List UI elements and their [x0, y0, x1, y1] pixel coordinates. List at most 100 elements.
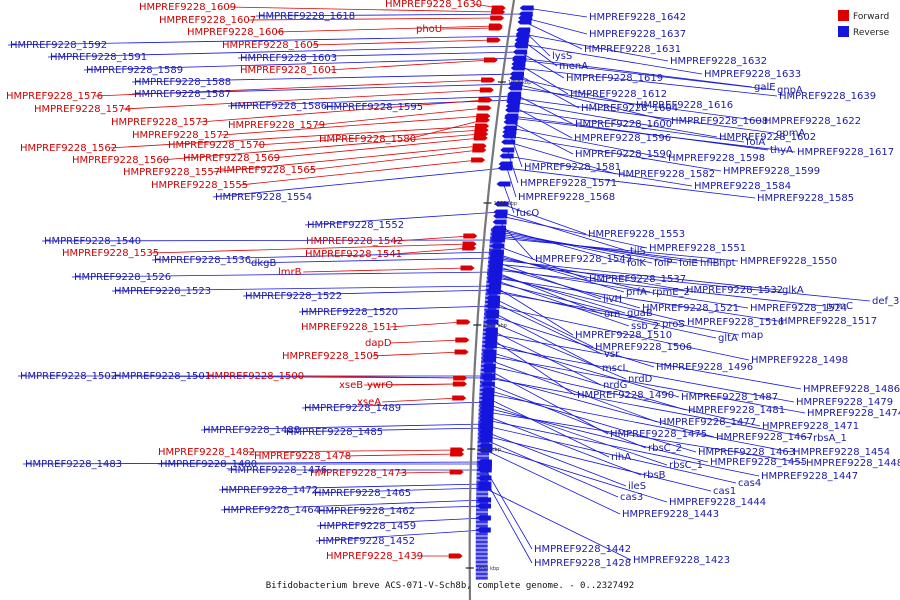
reverse-gene-arrow[interactable] — [505, 107, 520, 113]
gene-label[interactable]: folP — [654, 258, 672, 269]
gene-label[interactable]: HMPREF9228_1540 — [44, 236, 141, 247]
gene-label[interactable]: HMPREF9228_1501 — [114, 371, 211, 382]
gene-label[interactable]: HMPREF9228_1482 — [158, 447, 255, 458]
gene-label[interactable]: HMPREF9228_1496 — [656, 362, 753, 373]
gene-label[interactable]: HMPREF9228_1616 — [636, 100, 733, 111]
gene-label[interactable]: ywrO — [367, 380, 393, 391]
gene-label[interactable]: HMPREF9228_1498 — [751, 355, 848, 366]
gene-label[interactable]: HMPREF9228_1522 — [245, 291, 342, 302]
gene-label[interactable]: proS — [662, 319, 685, 330]
reverse-gene-arrow[interactable] — [515, 31, 530, 37]
gene-label[interactable]: HMPREF9228_1572 — [132, 130, 229, 141]
gene-label[interactable]: gnpA — [777, 85, 803, 96]
gene-label[interactable]: HMPREF9228_1516 — [687, 317, 784, 328]
gene-label[interactable]: def_3 — [872, 296, 899, 307]
gene-label[interactable]: HMPREF9228_1448 — [806, 458, 900, 469]
gene-label[interactable]: HMPREF9228_1581 — [524, 162, 621, 173]
gene-label[interactable]: HMPREF9228_1479 — [796, 397, 893, 408]
gene-label[interactable]: HMPREF9228_1476 — [230, 465, 327, 476]
reverse-gene-arrow[interactable] — [518, 15, 533, 21]
reverse-gene-arrow[interactable] — [511, 61, 526, 67]
gene-label[interactable]: HMPREF9228_1464 — [223, 505, 320, 516]
gene-label[interactable]: HMPREF9228_1571 — [520, 178, 617, 189]
gene-label[interactable]: HMPREF9228_1454 — [793, 447, 890, 458]
gene-label[interactable]: HMPREF9228_1631 — [584, 44, 681, 55]
gene-label[interactable]: HMPREF9228_1467 — [716, 432, 813, 443]
forward-gene-arrow[interactable] — [476, 113, 491, 119]
gene-label[interactable]: HMPREF9228_1633 — [704, 69, 801, 80]
gene-label[interactable]: HMPREF9228_1574 — [34, 104, 131, 115]
gene-label[interactable]: HMPREF9228_1455 — [710, 457, 807, 468]
reverse-gene-arrow[interactable] — [518, 11, 533, 17]
reverse-gene-arrow[interactable] — [494, 201, 509, 207]
reverse-gene-arrow[interactable] — [492, 219, 507, 225]
gene-label[interactable]: HMPREF9228_1618 — [258, 11, 355, 22]
gene-label[interactable]: rpmE_2 — [652, 287, 690, 298]
forward-gene-arrow[interactable] — [449, 469, 464, 475]
gene-label[interactable]: cas1 — [713, 486, 736, 497]
gene-label[interactable]: HMPREF9228_1535 — [62, 248, 159, 259]
gene-label[interactable]: HMPREF9228_1591 — [50, 52, 147, 63]
gene-label[interactable]: phoU — [416, 24, 442, 35]
reverse-gene-arrow[interactable] — [493, 209, 508, 215]
gene-label[interactable]: vsr — [604, 349, 620, 360]
gene-label[interactable]: HMPREF9228_1480 — [160, 459, 257, 470]
gene-label[interactable]: HMPREF9228_1543 — [535, 254, 632, 265]
reverse-gene-arrow[interactable] — [499, 153, 514, 159]
forward-gene-arrow[interactable] — [453, 375, 468, 381]
gene-label[interactable]: HMPREF9228_1592 — [10, 40, 107, 51]
gene-label[interactable]: HMPREF9228_1472 — [221, 485, 318, 496]
forward-gene-arrow[interactable] — [456, 319, 471, 325]
gene-label[interactable]: tilS — [630, 246, 646, 257]
forward-gene-arrow[interactable] — [452, 381, 467, 387]
gene-label[interactable]: HMPREF9228_1609 — [139, 2, 236, 13]
gene-label[interactable]: HMPREF9228_1576 — [6, 91, 103, 102]
gene-label[interactable]: HMPREF9228_1555 — [151, 180, 248, 191]
gene-label[interactable]: fucO — [516, 208, 539, 219]
gene-label[interactable]: HMPREF9228_1557 — [123, 167, 220, 178]
gene-label[interactable]: HMPREF9228_1521 — [642, 303, 739, 314]
gene-label[interactable]: HMPREF9228_1452 — [318, 536, 415, 547]
gene-label[interactable]: HMPREF9228_1447 — [761, 471, 858, 482]
forward-gene-arrow[interactable] — [454, 349, 469, 355]
forward-gene-arrow[interactable] — [477, 105, 492, 111]
gene-label[interactable]: HMPREF9228_1490 — [577, 390, 674, 401]
gene-label[interactable]: HMPREF9228_1502 — [20, 371, 117, 382]
gene-label[interactable]: cas4 — [738, 478, 761, 489]
forward-gene-arrow[interactable] — [490, 15, 505, 21]
forward-gene-arrow[interactable] — [488, 25, 503, 31]
gene-label[interactable]: cas3 — [620, 492, 643, 503]
gene-label[interactable]: HMPREF9228_1483 — [25, 459, 122, 470]
forward-gene-arrow[interactable] — [491, 9, 506, 15]
gene-label[interactable]: nrdG — [603, 380, 627, 391]
gene-label[interactable]: mscL — [602, 363, 628, 374]
reverse-gene-arrow[interactable] — [519, 5, 534, 11]
reverse-gene-arrow[interactable] — [504, 115, 519, 121]
gene-label[interactable]: HMPREF9228_1582 — [618, 169, 715, 180]
gene-label[interactable]: HMPREF9228_1459 — [319, 521, 416, 532]
gene-label[interactable]: HMPREF9228_1489 — [304, 403, 401, 414]
reverse-gene-arrow[interactable] — [501, 133, 516, 139]
reverse-gene-arrow[interactable] — [505, 103, 520, 109]
forward-gene-arrow[interactable] — [475, 123, 490, 129]
gene-label[interactable]: HMPREF9228_1568 — [518, 192, 615, 203]
reverse-gene-arrow[interactable] — [510, 65, 525, 71]
gene-label[interactable]: HMPREF9228_1554 — [215, 192, 312, 203]
gene-label[interactable]: HMPREF9228_1536 — [154, 255, 251, 266]
gene-label[interactable]: HMPREF9228_1517 — [780, 316, 877, 327]
gene-label[interactable]: rihA — [611, 452, 631, 463]
gene-label[interactable]: HMPREF9228_1477 — [659, 417, 756, 428]
reverse-gene-arrow[interactable] — [502, 129, 517, 135]
gene-label[interactable]: HMPREF9228_1602 — [719, 132, 816, 143]
gene-label[interactable]: HMPREF9228_1523 — [114, 286, 211, 297]
gene-label[interactable]: HMPREF9228_1532 — [686, 285, 783, 296]
gene-label[interactable]: HMPREF9228_1612 — [570, 89, 667, 100]
gene-label[interactable]: HMPREF9228_1475 — [610, 429, 707, 440]
reverse-gene-arrow[interactable] — [500, 147, 515, 153]
gene-label[interactable]: HMPREF9228_1607 — [159, 15, 256, 26]
gene-label[interactable]: HMPREF9228_1570 — [168, 140, 265, 151]
gene-label[interactable]: glkA — [782, 285, 804, 296]
gene-label[interactable]: HMPREF9228_1562 — [20, 143, 117, 154]
gene-label[interactable]: HMPREF9228_1584 — [694, 181, 791, 192]
gene-label[interactable]: ileS — [628, 481, 646, 492]
